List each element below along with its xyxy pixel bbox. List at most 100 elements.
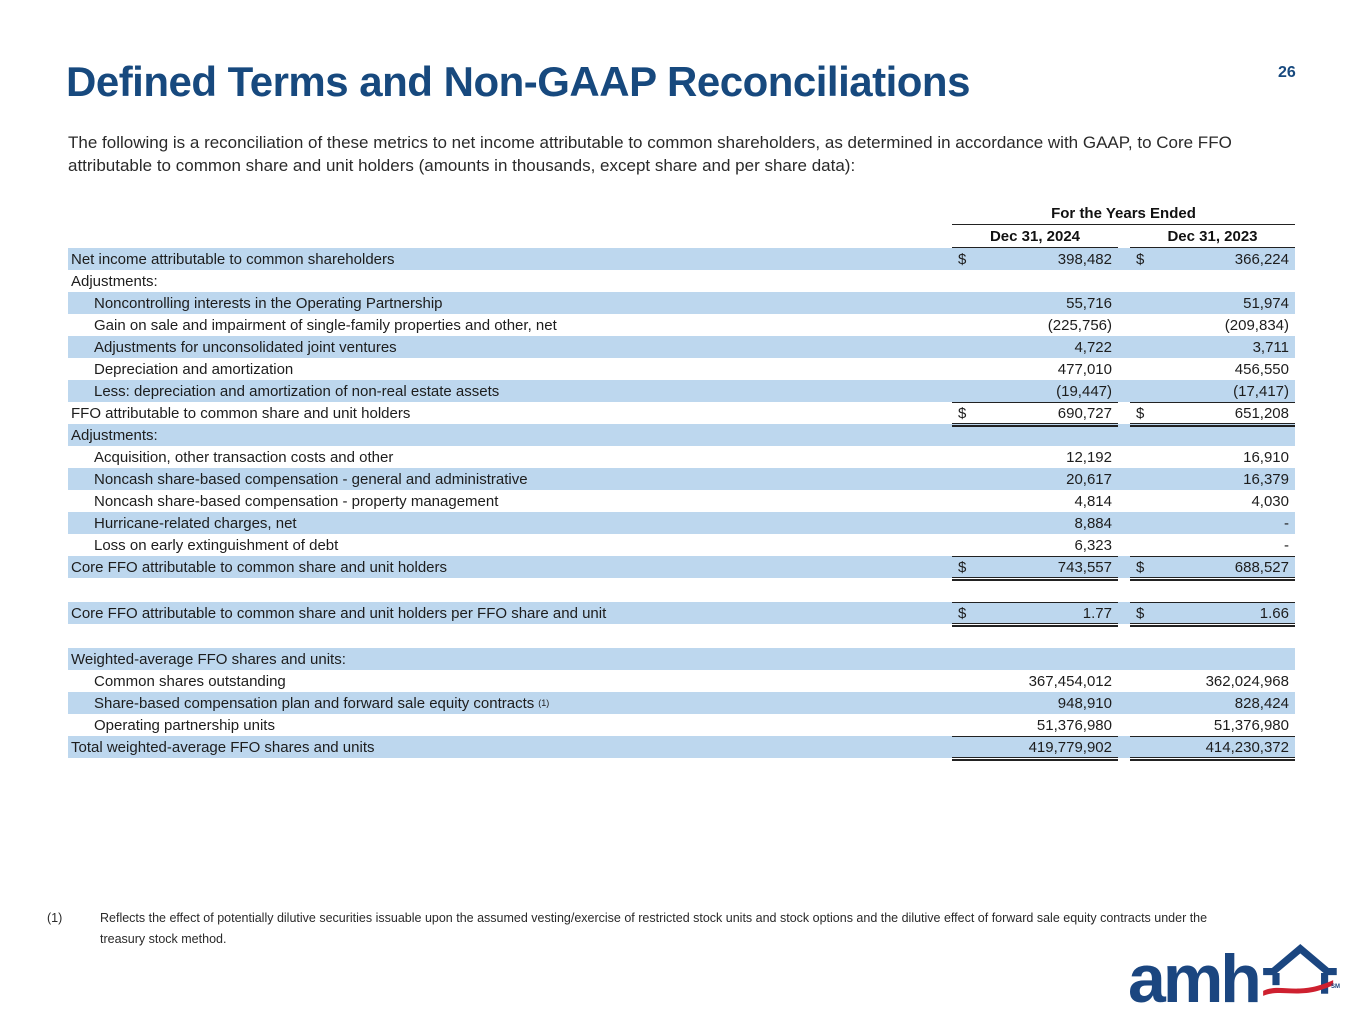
cell-value: 51,974 bbox=[1243, 294, 1289, 312]
column-gap bbox=[1118, 670, 1130, 692]
row-label: Loss on early extinguishment of debt bbox=[94, 536, 339, 554]
value-2024 bbox=[952, 270, 1118, 292]
cell-value: 16,910 bbox=[1243, 448, 1289, 466]
cell-value: 651,208 bbox=[1234, 404, 1289, 422]
value-2024: 55,716 bbox=[952, 292, 1118, 314]
row-label: Operating partnership units bbox=[94, 716, 275, 734]
col-header-2023: Dec 31, 2023 bbox=[1130, 225, 1295, 248]
logo-sm-mark: SM bbox=[1331, 984, 1340, 990]
header-spacer bbox=[68, 203, 952, 225]
table-body: Net income attributable to common shareh… bbox=[68, 248, 1295, 761]
table-row: Adjustments: bbox=[68, 424, 1295, 446]
dollar-sign: $ bbox=[1136, 404, 1145, 422]
col-header-2024: Dec 31, 2024 bbox=[952, 225, 1118, 248]
value-2024: 12,192 bbox=[952, 446, 1118, 468]
cell-value: 688,527 bbox=[1234, 558, 1289, 576]
dollar-sign: $ bbox=[958, 558, 967, 576]
value-2024: 4,722 bbox=[952, 336, 1118, 358]
value-2023: $651,208 bbox=[1130, 402, 1295, 427]
row-label: Acquisition, other transaction costs and… bbox=[94, 448, 394, 466]
row-label: Net income attributable to common shareh… bbox=[71, 250, 395, 268]
column-gap bbox=[1118, 380, 1130, 402]
dollar-sign: $ bbox=[958, 604, 967, 622]
header-spacer bbox=[68, 225, 952, 248]
table-row: Hurricane-related charges, net 8,884 - bbox=[68, 512, 1295, 534]
column-gap bbox=[1118, 692, 1130, 714]
row-label: Depreciation and amortization bbox=[94, 360, 294, 378]
value-2024: $743,557 bbox=[952, 556, 1118, 581]
dollar-sign: $ bbox=[1136, 250, 1145, 268]
cell-value: 414,230,372 bbox=[1205, 738, 1289, 756]
value-2024: 477,010 bbox=[952, 358, 1118, 380]
table-row: Gain on sale and impairment of single-fa… bbox=[68, 314, 1295, 336]
intro-paragraph: The following is a reconciliation of the… bbox=[68, 133, 1232, 176]
spacer-row bbox=[68, 578, 1295, 602]
cell-value: 690,727 bbox=[1057, 404, 1112, 422]
table-row: Noncash share-based compensation - prope… bbox=[68, 490, 1295, 512]
column-gap bbox=[1118, 446, 1130, 468]
table-row: Common shares outstanding 367,454,012 362,… bbox=[68, 670, 1295, 692]
row-label: Share-based compensation plan and forwar… bbox=[94, 694, 550, 712]
column-gap bbox=[1118, 556, 1130, 578]
cell-value: 1.66 bbox=[1259, 604, 1289, 622]
value-2023: 16,910 bbox=[1130, 446, 1295, 468]
row-label: Noncash share-based compensation - prope… bbox=[94, 492, 499, 510]
value-2023: (209,834) bbox=[1130, 314, 1295, 336]
value-2024: 4,814 bbox=[952, 490, 1118, 512]
column-gap bbox=[1118, 490, 1130, 512]
value-2023: 414,230,372 bbox=[1130, 736, 1295, 761]
value-2023: $366,224 bbox=[1130, 248, 1295, 270]
cell-value: 51,376,980 bbox=[1036, 716, 1112, 734]
value-2023: - bbox=[1130, 534, 1295, 556]
cell-value: 367,454,012 bbox=[1028, 672, 1112, 690]
table-row: Noncontrolling interests in the Operatin… bbox=[68, 292, 1295, 314]
value-2023: $1.66 bbox=[1130, 602, 1295, 627]
column-gap bbox=[1118, 424, 1130, 446]
column-gap bbox=[1118, 468, 1130, 490]
column-gap bbox=[1118, 314, 1130, 336]
cell-value: 4,814 bbox=[1074, 492, 1112, 510]
row-label: Gain on sale and impairment of single-fa… bbox=[94, 316, 557, 334]
table-row: Core FFO attributable to common share an… bbox=[68, 556, 1295, 581]
value-2023: - bbox=[1130, 512, 1295, 534]
logo-house-icon bbox=[1262, 944, 1337, 996]
value-2023 bbox=[1130, 270, 1295, 292]
value-2024: $398,482 bbox=[952, 248, 1118, 270]
cell-value: (209,834) bbox=[1224, 316, 1289, 334]
cell-value: 20,617 bbox=[1066, 470, 1112, 488]
row-label: Adjustments: bbox=[71, 272, 158, 290]
value-2024: $690,727 bbox=[952, 402, 1118, 427]
reconciliation-table: For the Years Ended Dec 31, 2024 Dec 31,… bbox=[68, 203, 1295, 761]
footnote: (1) Reflects the effect of potentially d… bbox=[47, 908, 1242, 951]
cell-value: 8,884 bbox=[1074, 514, 1112, 532]
table-row: Core FFO attributable to common share an… bbox=[68, 602, 1295, 627]
value-2023: 456,550 bbox=[1130, 358, 1295, 380]
value-2023: 362,024,968 bbox=[1130, 670, 1295, 692]
cell-value: 477,010 bbox=[1057, 360, 1112, 378]
value-2024: (19,447) bbox=[952, 380, 1118, 402]
years-ended-header: For the Years Ended bbox=[952, 203, 1295, 225]
cell-value: 3,711 bbox=[1252, 338, 1289, 356]
column-gap bbox=[1118, 648, 1130, 670]
cell-value: 16,379 bbox=[1243, 470, 1289, 488]
row-label: Noncash share-based compensation - gener… bbox=[94, 470, 528, 488]
row-label: Core FFO attributable to common share an… bbox=[71, 558, 448, 576]
value-2023 bbox=[1130, 424, 1295, 446]
value-2023: 828,424 bbox=[1130, 692, 1295, 714]
value-2023: 51,376,980 bbox=[1130, 714, 1295, 736]
cell-value: - bbox=[1284, 536, 1289, 554]
cell-value: 6,323 bbox=[1074, 536, 1112, 554]
table-header-group-row: For the Years Ended bbox=[68, 203, 1295, 225]
column-gap bbox=[1118, 292, 1130, 314]
cell-value: 12,192 bbox=[1066, 448, 1112, 466]
table-row: Operating partnership units 51,376,980 51,… bbox=[68, 714, 1295, 736]
value-2024: (225,756) bbox=[952, 314, 1118, 336]
cell-value: 51,376,980 bbox=[1213, 716, 1289, 734]
table-row: Total weighted-average FFO shares and un… bbox=[68, 736, 1295, 761]
value-2023: (17,417) bbox=[1130, 380, 1295, 402]
dollar-sign: $ bbox=[958, 250, 967, 268]
footnote-marker: (1) bbox=[47, 911, 63, 925]
value-2023: 3,711 bbox=[1130, 336, 1295, 358]
table-row: Net income attributable to common shareh… bbox=[68, 248, 1295, 270]
row-label: Common shares outstanding bbox=[94, 672, 286, 690]
